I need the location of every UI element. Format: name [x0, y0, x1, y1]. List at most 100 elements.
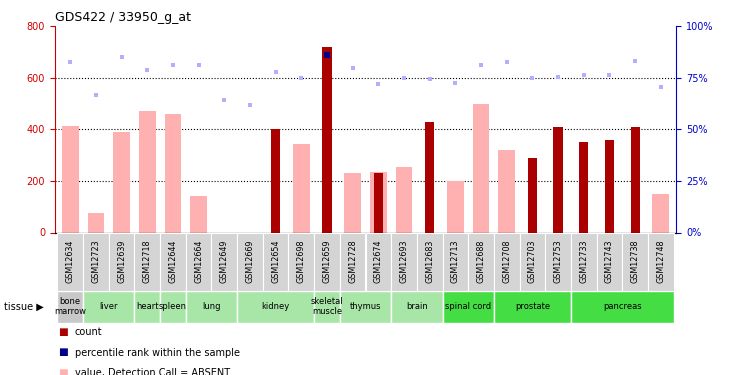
Text: GSM12674: GSM12674	[374, 240, 383, 283]
Bar	[135, 291, 160, 322]
Bar	[190, 196, 207, 232]
Text: count: count	[75, 327, 102, 337]
Bar	[571, 232, 596, 291]
Text: value, Detection Call = ABSENT: value, Detection Call = ABSENT	[75, 368, 230, 375]
Bar	[520, 232, 545, 291]
Bar	[648, 232, 673, 291]
Bar	[62, 126, 78, 232]
Bar	[442, 291, 494, 322]
Bar	[528, 158, 537, 232]
Bar	[366, 232, 391, 291]
Bar	[442, 232, 468, 291]
Bar	[631, 127, 640, 232]
Text: liver: liver	[99, 302, 118, 311]
Text: GSM12703: GSM12703	[528, 240, 537, 283]
Text: GSM12733: GSM12733	[579, 240, 588, 283]
Bar	[494, 291, 571, 322]
Bar	[160, 232, 186, 291]
Bar	[58, 232, 83, 291]
Bar	[468, 232, 494, 291]
Text: skeletal
muscle: skeletal muscle	[311, 297, 344, 316]
Bar	[340, 232, 366, 291]
Text: pancreas: pancreas	[603, 302, 642, 311]
Text: percentile rank within the sample: percentile rank within the sample	[75, 348, 240, 357]
Bar	[391, 291, 442, 322]
Bar	[293, 144, 310, 232]
Bar	[322, 47, 332, 232]
Bar	[314, 291, 340, 322]
Bar	[83, 232, 109, 291]
Bar	[425, 122, 434, 232]
Bar	[499, 150, 515, 232]
Bar	[164, 114, 181, 232]
Text: GSM12728: GSM12728	[348, 240, 357, 283]
Bar	[391, 232, 417, 291]
Text: brain: brain	[406, 302, 428, 311]
Text: ■: ■	[58, 368, 68, 375]
Text: GDS422 / 33950_g_at: GDS422 / 33950_g_at	[55, 11, 191, 24]
Bar	[186, 291, 237, 322]
Bar	[139, 111, 156, 232]
Bar	[160, 291, 186, 322]
Text: bone
marrow: bone marrow	[54, 297, 86, 316]
Bar	[88, 213, 105, 232]
Bar	[237, 291, 314, 322]
Bar	[83, 291, 135, 322]
Text: GSM12753: GSM12753	[553, 240, 563, 283]
Text: GSM12669: GSM12669	[246, 240, 254, 283]
Text: GSM12718: GSM12718	[143, 240, 152, 283]
Bar	[553, 127, 563, 232]
Text: GSM12723: GSM12723	[91, 240, 100, 283]
Text: GSM12659: GSM12659	[322, 240, 331, 283]
Text: GSM12644: GSM12644	[168, 240, 178, 283]
Text: heart: heart	[136, 302, 159, 311]
Text: prostate: prostate	[515, 302, 550, 311]
Text: ■: ■	[58, 348, 68, 357]
Text: thymus: thymus	[349, 302, 382, 311]
Bar	[579, 142, 588, 232]
Text: GSM12688: GSM12688	[477, 240, 485, 283]
Bar	[473, 104, 489, 232]
Text: GSM12698: GSM12698	[297, 240, 306, 283]
Bar	[622, 232, 648, 291]
Bar	[344, 173, 361, 232]
Bar	[370, 172, 387, 232]
Bar	[211, 232, 237, 291]
Bar	[494, 232, 520, 291]
Bar	[135, 232, 160, 291]
Bar	[289, 232, 314, 291]
Text: GSM12649: GSM12649	[220, 240, 229, 283]
Text: GSM12738: GSM12738	[631, 240, 640, 283]
Bar	[605, 140, 614, 232]
Text: GSM12708: GSM12708	[502, 240, 511, 283]
Text: tissue ▶: tissue ▶	[4, 302, 43, 312]
Text: GSM12683: GSM12683	[425, 240, 434, 283]
Bar	[58, 291, 83, 322]
Text: GSM12664: GSM12664	[194, 240, 203, 283]
Bar	[113, 132, 130, 232]
Bar	[271, 129, 280, 232]
Bar	[545, 232, 571, 291]
Text: lung: lung	[202, 302, 221, 311]
Bar	[417, 232, 442, 291]
Text: GSM12634: GSM12634	[66, 240, 75, 283]
Bar	[186, 232, 211, 291]
Text: ■: ■	[58, 327, 68, 337]
Bar	[109, 232, 135, 291]
Text: kidney: kidney	[262, 302, 289, 311]
Bar	[395, 167, 412, 232]
Bar	[263, 232, 289, 291]
Bar	[571, 291, 673, 322]
Text: GSM12748: GSM12748	[656, 240, 665, 283]
Text: GSM12743: GSM12743	[605, 240, 614, 283]
Text: GSM12654: GSM12654	[271, 240, 280, 283]
Bar	[314, 232, 340, 291]
Bar	[374, 173, 383, 232]
Text: GSM12693: GSM12693	[400, 240, 409, 283]
Bar	[237, 232, 263, 291]
Text: spleen: spleen	[159, 302, 187, 311]
Text: spinal cord: spinal cord	[445, 302, 491, 311]
Bar	[447, 181, 463, 232]
Bar	[653, 194, 669, 232]
Bar	[596, 232, 622, 291]
